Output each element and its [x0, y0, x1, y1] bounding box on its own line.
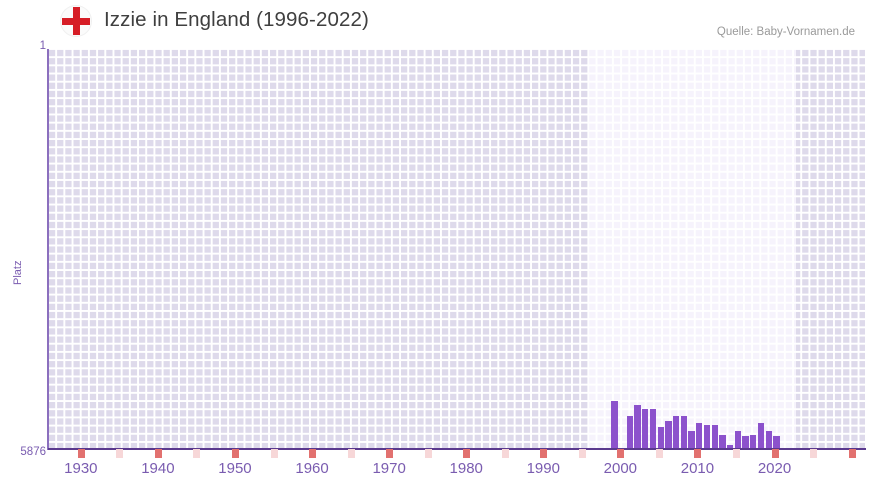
- plot-area: [48, 49, 865, 449]
- x-axis-label: 2010: [680, 460, 715, 477]
- bar: [696, 423, 703, 449]
- bar: [757, 423, 765, 449]
- x-axis-tick-minor: [732, 449, 740, 458]
- bar: [719, 434, 726, 449]
- bar: [649, 409, 657, 449]
- x-axis-label: 1990: [526, 460, 560, 477]
- x-axis-label: 2000: [603, 460, 638, 477]
- bar: [673, 415, 680, 449]
- x-axis-tick-minor: [424, 449, 432, 458]
- bar: [657, 427, 664, 449]
- y-axis-tick-bottom: 5876: [20, 446, 46, 458]
- x-axis-tick-minor: [655, 449, 663, 458]
- bar: [750, 434, 757, 449]
- x-axis-line: [48, 448, 866, 450]
- bar: [642, 409, 649, 449]
- x-axis-label: 1970: [372, 460, 406, 477]
- x-axis-tick-major: [617, 449, 625, 458]
- bar: [773, 435, 780, 449]
- source-label: Quelle: Baby-Vornamen.de: [716, 26, 855, 38]
- y-axis-tick-top: 1: [39, 40, 46, 52]
- x-axis-tick-major: [77, 449, 85, 458]
- x-axis-tick-minor: [810, 449, 818, 458]
- bar: [688, 430, 695, 449]
- x-axis-tick-minor: [347, 449, 355, 458]
- x-axis-label: 1980: [449, 460, 483, 477]
- x-axis-tick-minor: [501, 449, 509, 458]
- bar: [611, 400, 618, 449]
- y-axis-line: [47, 49, 49, 450]
- bar: [703, 424, 711, 449]
- x-axis-tick-minor: [578, 449, 586, 458]
- x-axis-tick-major: [309, 449, 317, 458]
- y-axis-title: Platz: [12, 260, 24, 285]
- y-axis: 1 5876 Platz: [0, 40, 46, 458]
- bar: [765, 430, 772, 449]
- x-axis-label: 1940: [141, 460, 175, 477]
- x-axis-tick-minor: [193, 449, 201, 458]
- x-axis-ticks: [48, 449, 866, 458]
- x-axis-tick-minor: [270, 449, 278, 458]
- x-axis-tick-major: [848, 449, 856, 458]
- bar: [665, 420, 672, 449]
- bar: [734, 430, 741, 449]
- x-axis-label: 1930: [64, 460, 98, 477]
- plot-grid: [48, 49, 865, 449]
- x-axis-label: 2020: [757, 460, 792, 477]
- page-title: Izzie in England (1996-2022): [104, 8, 369, 31]
- x-axis-tick-major: [771, 449, 779, 458]
- bar: [626, 415, 634, 449]
- chart-header: Izzie in England (1996-2022) Quelle: Bab…: [0, 0, 873, 44]
- x-axis-tick-major: [386, 449, 394, 458]
- england-flag-icon: [60, 5, 92, 37]
- x-axis-tick-major: [231, 449, 239, 458]
- bar: [680, 415, 688, 449]
- bar: [726, 445, 734, 449]
- bar: [711, 424, 718, 449]
- x-axis-label: 1960: [295, 460, 329, 477]
- x-axis-tick-minor: [116, 449, 124, 458]
- x-axis-labels: 1930 1940 1950 1960 1970 1980 1990 2000 2010 2020: [0, 460, 873, 486]
- x-axis-tick-major: [154, 449, 162, 458]
- bar: [742, 435, 749, 449]
- bar-series: [48, 49, 865, 449]
- x-axis-label: 1950: [218, 460, 252, 477]
- x-axis-tick-major: [463, 449, 471, 458]
- x-axis-tick-major: [694, 449, 702, 458]
- bar: [634, 405, 641, 449]
- x-axis-tick-major: [540, 449, 548, 458]
